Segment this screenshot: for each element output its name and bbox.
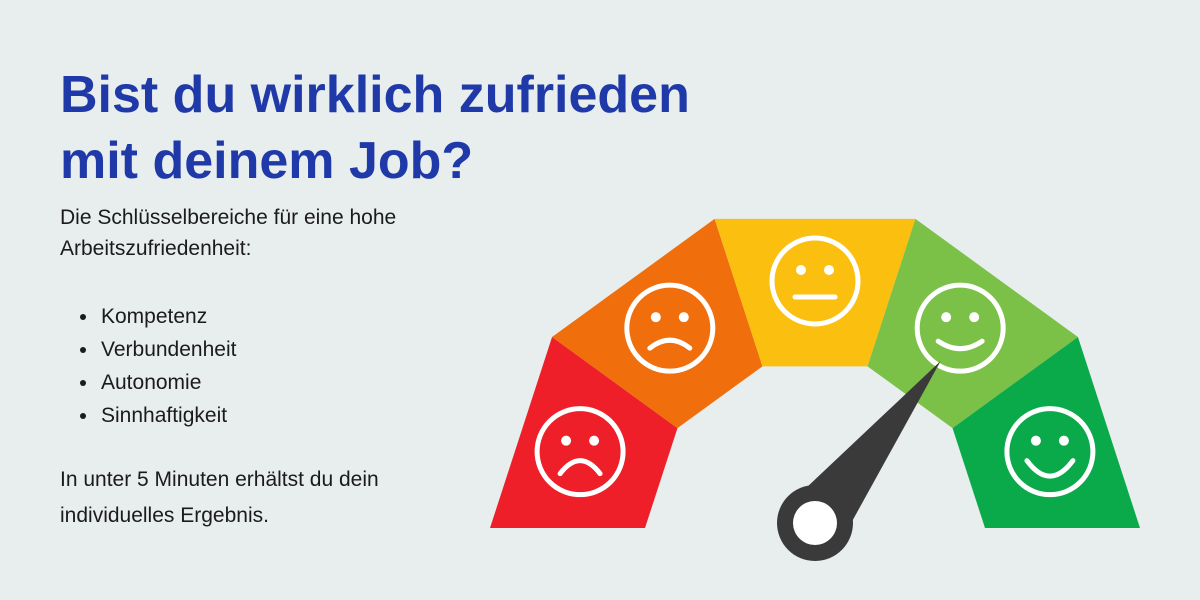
sad-face-icon <box>624 282 716 374</box>
gauge-needle-center <box>793 501 837 545</box>
headline: Bist du wirklich zufrieden mit deinem Jo… <box>60 62 760 194</box>
result-text: In unter 5 Minuten erhältst du dein indi… <box>60 462 500 534</box>
very-happy-face-icon <box>1004 406 1096 498</box>
neutral-face-icon <box>769 235 861 327</box>
result-line-2: individuelles Ergebnis. <box>60 504 269 527</box>
list-item: Verbundenheit <box>60 333 236 366</box>
key-areas-list: Kompetenz Verbundenheit Autonomie Sinnha… <box>60 300 236 432</box>
very-sad-face-icon <box>534 406 626 498</box>
list-item: Kompetenz <box>60 300 236 333</box>
intro-line-1: Die Schlüsselbereiche für eine hohe <box>60 206 397 229</box>
headline-line-2: mit deinem Job? <box>60 132 474 190</box>
intro-text: Die Schlüsselbereiche für eine hohe Arbe… <box>60 202 500 264</box>
gauge-segment-very-sad <box>490 336 678 528</box>
gauge-segment-very-happy <box>952 336 1140 528</box>
list-item: Sinnhaftigkeit <box>60 399 236 432</box>
result-line-1: In unter 5 Minuten erhältst du dein <box>60 468 379 491</box>
gauge-segment-sad <box>552 218 763 429</box>
headline-line-1: Bist du wirklich zufrieden <box>60 66 690 124</box>
gauge-needle <box>777 361 941 561</box>
happy-face-icon <box>914 282 1006 374</box>
gauge-segment-neutral <box>714 218 916 367</box>
gauge-faces <box>534 235 1096 498</box>
gauge-segment-happy <box>867 218 1078 429</box>
list-item: Autonomie <box>60 366 236 399</box>
gauge-segments <box>490 218 1140 528</box>
intro-line-2: Arbeitszufriedenheit: <box>60 237 252 260</box>
